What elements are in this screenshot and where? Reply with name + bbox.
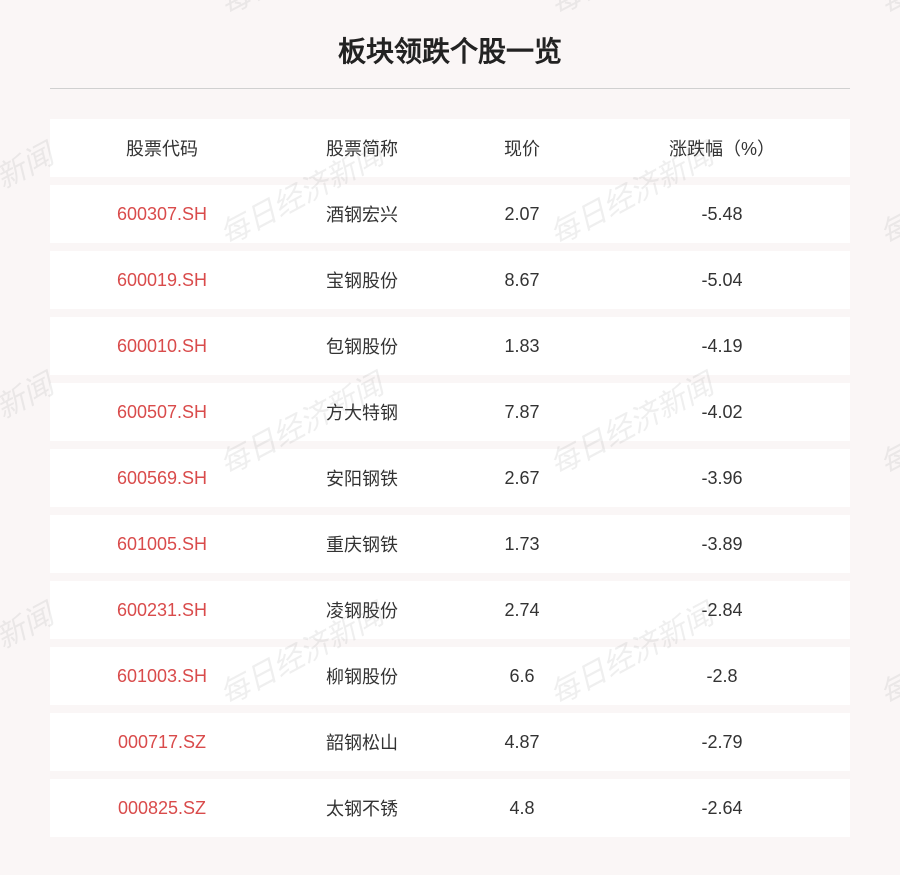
- cell-code: 600231.SH: [50, 581, 274, 639]
- cell-code: 600507.SH: [50, 383, 274, 441]
- cell-code: 601005.SH: [50, 515, 274, 573]
- table-container: 板块领跌个股一览 股票代码 股票简称 现价 涨跌幅（%） 600307.SH酒钢…: [0, 0, 900, 875]
- cell-name: 方大特钢: [274, 383, 450, 441]
- col-header-code: 股票代码: [50, 119, 274, 177]
- cell-code: 600569.SH: [50, 449, 274, 507]
- cell-name: 凌钢股份: [274, 581, 450, 639]
- cell-chg: -2.84: [594, 581, 850, 639]
- cell-price: 1.83: [450, 317, 594, 375]
- cell-name: 包钢股份: [274, 317, 450, 375]
- cell-chg: -3.89: [594, 515, 850, 573]
- cell-chg: -5.48: [594, 185, 850, 243]
- table-header-row: 股票代码 股票简称 现价 涨跌幅（%）: [50, 119, 850, 177]
- cell-chg: -2.64: [594, 779, 850, 837]
- table-row: 600019.SH宝钢股份8.67-5.04: [50, 251, 850, 309]
- cell-chg: -2.79: [594, 713, 850, 771]
- cell-code: 601003.SH: [50, 647, 274, 705]
- cell-code: 600019.SH: [50, 251, 274, 309]
- table-row: 000825.SZ太钢不锈4.8-2.64: [50, 779, 850, 837]
- cell-code: 000717.SZ: [50, 713, 274, 771]
- table-row: 601005.SH重庆钢铁1.73-3.89: [50, 515, 850, 573]
- cell-price: 2.07: [450, 185, 594, 243]
- cell-chg: -2.8: [594, 647, 850, 705]
- cell-chg: -3.96: [594, 449, 850, 507]
- table-row: 000717.SZ韶钢松山4.87-2.79: [50, 713, 850, 771]
- cell-name: 韶钢松山: [274, 713, 450, 771]
- cell-name: 安阳钢铁: [274, 449, 450, 507]
- cell-name: 柳钢股份: [274, 647, 450, 705]
- stock-table: 股票代码 股票简称 现价 涨跌幅（%） 600307.SH酒钢宏兴2.07-5.…: [50, 111, 850, 845]
- cell-chg: -4.19: [594, 317, 850, 375]
- cell-code: 000825.SZ: [50, 779, 274, 837]
- cell-price: 1.73: [450, 515, 594, 573]
- cell-price: 7.87: [450, 383, 594, 441]
- cell-name: 宝钢股份: [274, 251, 450, 309]
- cell-name: 太钢不锈: [274, 779, 450, 837]
- cell-price: 2.74: [450, 581, 594, 639]
- cell-code: 600010.SH: [50, 317, 274, 375]
- cell-price: 8.67: [450, 251, 594, 309]
- cell-price: 4.87: [450, 713, 594, 771]
- col-header-chg: 涨跌幅（%）: [594, 119, 850, 177]
- table-row: 600507.SH方大特钢7.87-4.02: [50, 383, 850, 441]
- cell-price: 6.6: [450, 647, 594, 705]
- page-title: 板块领跌个股一览: [50, 20, 850, 88]
- col-header-price: 现价: [450, 119, 594, 177]
- table-row: 601003.SH柳钢股份6.6-2.8: [50, 647, 850, 705]
- cell-name: 重庆钢铁: [274, 515, 450, 573]
- table-body: 600307.SH酒钢宏兴2.07-5.48600019.SH宝钢股份8.67-…: [50, 185, 850, 837]
- cell-name: 酒钢宏兴: [274, 185, 450, 243]
- cell-chg: -5.04: [594, 251, 850, 309]
- cell-chg: -4.02: [594, 383, 850, 441]
- table-row: 600307.SH酒钢宏兴2.07-5.48: [50, 185, 850, 243]
- cell-price: 4.8: [450, 779, 594, 837]
- cell-code: 600307.SH: [50, 185, 274, 243]
- cell-price: 2.67: [450, 449, 594, 507]
- table-row: 600010.SH包钢股份1.83-4.19: [50, 317, 850, 375]
- col-header-name: 股票简称: [274, 119, 450, 177]
- table-row: 600569.SH安阳钢铁2.67-3.96: [50, 449, 850, 507]
- table-row: 600231.SH凌钢股份2.74-2.84: [50, 581, 850, 639]
- title-divider: [50, 88, 850, 89]
